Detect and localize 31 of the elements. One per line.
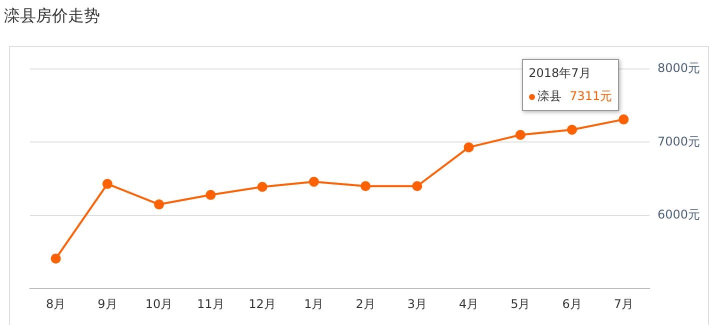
y-tick-label: 6000元	[657, 208, 700, 222]
point	[567, 124, 578, 135]
data-label: 7311元	[570, 89, 612, 104]
x-tick-label: 5月	[510, 296, 530, 311]
x-tick-label: 3月	[407, 296, 427, 311]
point	[206, 190, 216, 200]
point	[464, 142, 474, 152]
point	[102, 178, 112, 189]
legend-label: 滦县	[538, 89, 562, 104]
x-tick-label: 10月	[145, 296, 173, 311]
point	[412, 181, 422, 192]
annotation: 2018年7月	[528, 65, 592, 82]
point	[515, 130, 526, 140]
y-tick-label: 8000元	[657, 61, 700, 76]
y-tick-label: 7000元	[657, 134, 700, 148]
point	[618, 114, 629, 124]
x-tick-label: 12月	[248, 296, 276, 311]
x-tick-label: 7月	[614, 296, 634, 311]
x-tick-label: 8月	[46, 296, 66, 311]
x-tick-label: 11月	[197, 296, 224, 311]
x-tick-label: 6月	[562, 296, 582, 311]
point	[360, 181, 371, 192]
point	[50, 254, 61, 264]
point	[308, 176, 319, 187]
x-tick-label: 9月	[98, 296, 118, 311]
point	[257, 182, 268, 192]
x-tick-label: 2月	[356, 296, 376, 311]
x-tick-label: 1月	[304, 296, 324, 311]
chart-title: 滦县房价走势	[4, 6, 100, 27]
point	[154, 199, 164, 210]
x-tick-label: 4月	[458, 296, 479, 311]
